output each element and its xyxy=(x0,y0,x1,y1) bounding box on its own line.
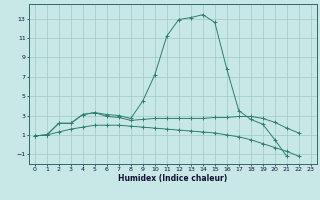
X-axis label: Humidex (Indice chaleur): Humidex (Indice chaleur) xyxy=(118,174,228,183)
